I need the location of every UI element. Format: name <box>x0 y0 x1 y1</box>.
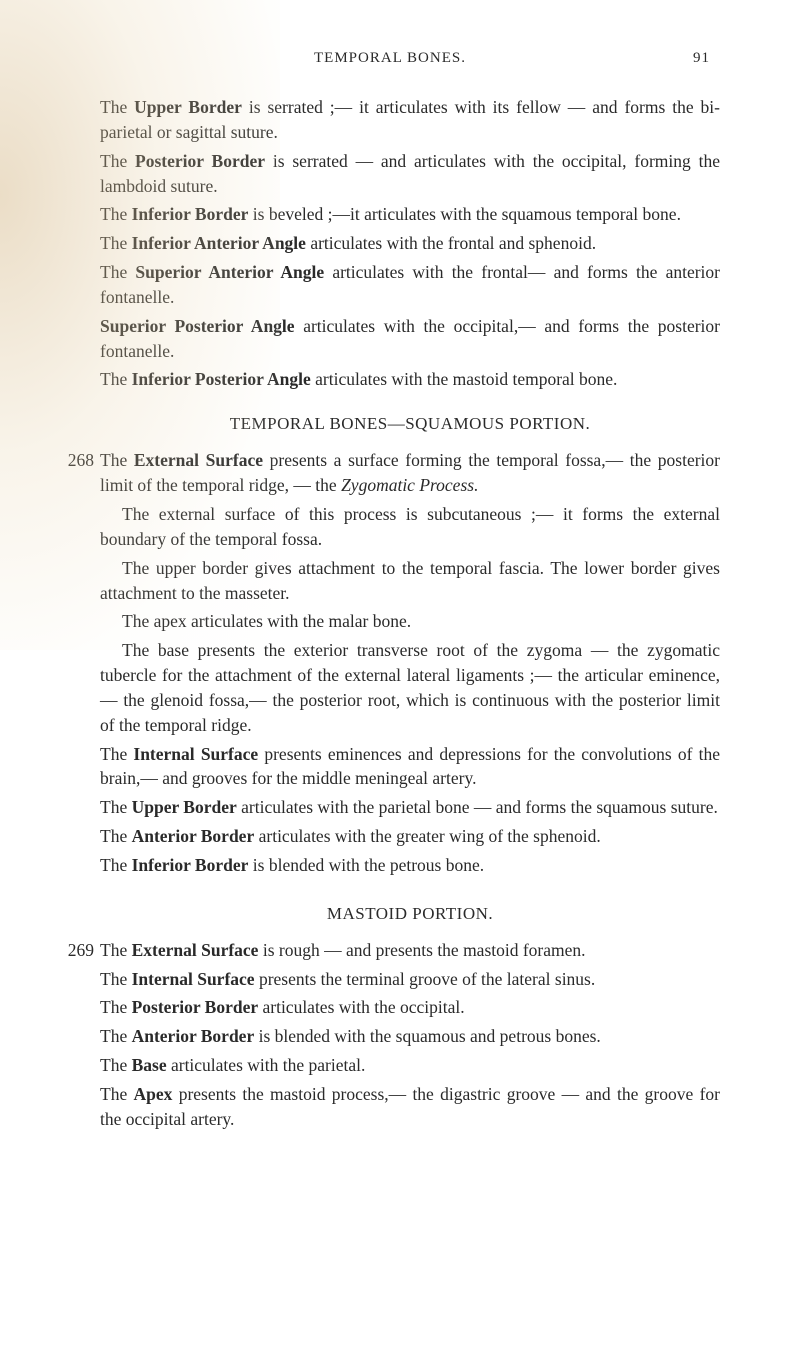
para-269-internal: The Internal Surface presents the termin… <box>100 967 720 992</box>
para-269-external: The External Surface is rough — and pres… <box>100 938 720 963</box>
term-inferior-border-268: Inferior Border <box>132 855 249 875</box>
term-apex-269: Apex <box>134 1084 173 1104</box>
para-268-inferior: The Inferior Border is blended with the … <box>100 853 720 878</box>
para-268-3: The upper border gives attachment to the… <box>100 556 720 606</box>
term-anterior-border-269: Anterior Border <box>132 1026 255 1046</box>
running-head: TEMPORAL BONES. 91 <box>100 50 720 67</box>
para-inf-post-angle: The Inferior Posterior Angle articulates… <box>100 367 720 392</box>
term-inferior-border: Inferior Border <box>132 204 249 224</box>
entry-body-269: The External Surface is rough — and pres… <box>100 938 720 1136</box>
para-268-internal: The Internal Surface presents eminences … <box>100 742 720 792</box>
para-269-anterior: The Anterior Border is blended with the … <box>100 1024 720 1049</box>
para-posterior-border: The Posterior Border is serrated — and a… <box>100 149 720 199</box>
para-inf-ant-angle: The Inferior Anterior Angle articulates … <box>100 231 720 256</box>
para-269-base: The Base articulates with the parietal. <box>100 1053 720 1078</box>
para-269-apex: The Apex presents the mastoid process,— … <box>100 1082 720 1132</box>
entry-body-268: The External Surface presents a surface … <box>100 448 720 882</box>
term-zygomatic-process: Zygomatic Process. <box>341 475 478 495</box>
term-internal-surface-269: Internal Surface <box>132 969 255 989</box>
running-title: TEMPORAL BONES. <box>110 50 670 67</box>
para-268-5: The base presents the exterior transvers… <box>100 638 720 737</box>
para-268-external: The External Surface presents a surface … <box>100 448 720 498</box>
term-posterior-border-269: Posterior Border <box>132 997 259 1017</box>
term-upper-border-268: Upper Border <box>132 797 237 817</box>
entry-268: 268 The External Surface presents a surf… <box>100 448 720 882</box>
page: TEMPORAL BONES. 91 The Upper Border is s… <box>0 0 800 1366</box>
term-anterior-border-268: Anterior Border <box>132 826 255 846</box>
term-base-269: Base <box>132 1055 167 1075</box>
para-sup-post-angle: Superior Posterior Angle articulates wit… <box>100 314 720 364</box>
term-internal-surface: Internal Surface <box>133 744 258 764</box>
para-268-2: The external surface of this process is … <box>100 502 720 552</box>
entry-number-269: 269 <box>52 938 100 963</box>
term-upper-border: Upper Border <box>134 97 242 117</box>
section-title-mastoid: MASTOID PORTION. <box>100 904 720 924</box>
para-268-upper: The Upper Border articulates with the pa… <box>100 795 720 820</box>
section-title-squamous: TEMPORAL BONES—SQUAMOUS PORTION. <box>100 414 720 434</box>
para-268-anterior: The Anterior Border articulates with the… <box>100 824 720 849</box>
term-external-surface-269: External Surface <box>132 940 259 960</box>
term-inf-post-angle: Inferior Posterior Angle <box>132 369 311 389</box>
top-block: The Upper Border is serrated ;— it artic… <box>100 95 720 392</box>
term-external-surface: External Surface <box>134 450 263 470</box>
para-inferior-border: The Inferior Border is beveled ;—it arti… <box>100 202 720 227</box>
entry-269: 269 The External Surface is rough — and … <box>100 938 720 1136</box>
para-268-4: The apex articulates with the malar bone… <box>100 609 720 634</box>
page-number: 91 <box>670 50 710 67</box>
term-sup-post-angle: Superior Posterior Angle <box>100 316 295 336</box>
term-posterior-border: Posterior Border <box>135 151 265 171</box>
term-inf-ant-angle: Inferior Anterior Angle <box>132 233 306 253</box>
entry-number-268: 268 <box>52 448 100 473</box>
para-269-posterior: The Posterior Border articulates with th… <box>100 995 720 1020</box>
term-sup-ant-angle: Superior Anterior Angle <box>135 262 324 282</box>
para-upper-border: The Upper Border is serrated ;— it artic… <box>100 95 720 145</box>
para-sup-ant-angle: The Superior Anterior Angle articulates … <box>100 260 720 310</box>
